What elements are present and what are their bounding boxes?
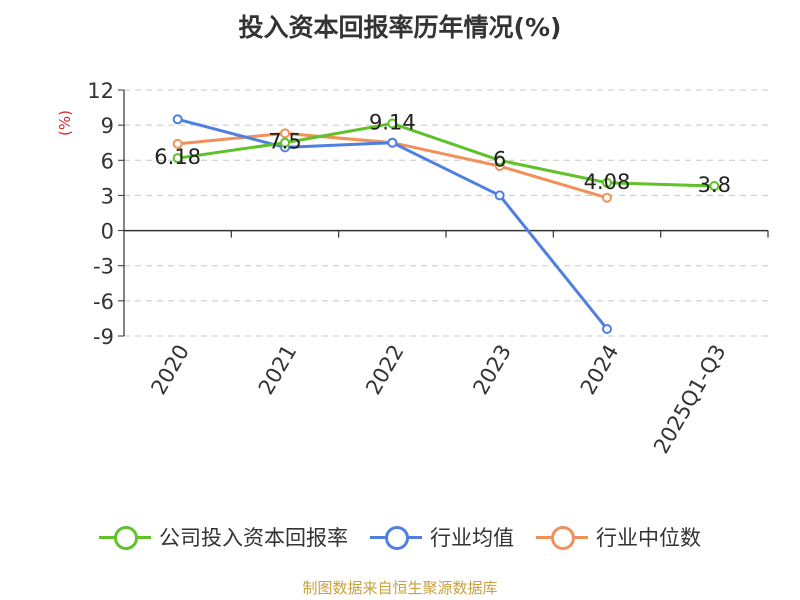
data-point bbox=[280, 128, 290, 139]
y-tick-label: 0 bbox=[101, 220, 114, 244]
line-chart: 12 9 6 3 0 -3 -6 -9 (%) 2020 2021 2022 2023 2024 2025Q… bbox=[56, 79, 769, 458]
legend-label: 公司投入资本回报率 bbox=[159, 526, 348, 550]
data-point bbox=[602, 323, 612, 334]
data-point bbox=[602, 177, 612, 188]
data-label: 6 bbox=[493, 147, 506, 171]
legend-marker-icon bbox=[536, 525, 588, 550]
label-layer: 6.18 7.5 9.14 6 4.08 3.8 bbox=[154, 111, 731, 198]
data-point bbox=[387, 118, 398, 129]
x-tick-label: 2024 bbox=[576, 341, 624, 399]
x-tick-label: 2020 bbox=[146, 341, 194, 399]
y-tick-label: -6 bbox=[93, 290, 114, 314]
legend: 公司投入资本回报率 行业均值 行业中位数 bbox=[0, 520, 800, 554]
y-tick-label: 9 bbox=[101, 114, 114, 138]
x-tick-label: 2023 bbox=[468, 340, 516, 398]
data-point bbox=[494, 190, 505, 201]
y-tick-label: 3 bbox=[101, 184, 114, 208]
data-point bbox=[172, 153, 183, 164]
data-point bbox=[387, 137, 398, 148]
y-tick-label: -3 bbox=[93, 255, 114, 279]
legend-item[interactable]: 公司投入资本回报率 bbox=[99, 522, 348, 552]
y-tick-label: 6 bbox=[101, 149, 114, 173]
legend-label: 行业均值 bbox=[430, 526, 514, 550]
data-point bbox=[494, 155, 505, 166]
data-label: 7.5 bbox=[268, 130, 301, 154]
data-point bbox=[709, 181, 720, 192]
series-layer bbox=[172, 114, 720, 334]
data-label: 9.14 bbox=[369, 111, 416, 135]
data-label: 4.08 bbox=[584, 170, 631, 194]
legend-item[interactable]: 行业均值 bbox=[370, 522, 514, 552]
data-label: 6.18 bbox=[154, 145, 201, 169]
axis-layer: 12 9 6 3 0 -3 -6 -9 (%) 2020 2021 2022 2023 2024 2025Q… bbox=[56, 79, 769, 458]
x-tick-label: 2021 bbox=[254, 341, 302, 399]
y-tick-label: 12 bbox=[87, 79, 114, 103]
legend-marker-icon bbox=[370, 525, 422, 550]
chart-title: 投入资本回报率历年情况(%) bbox=[238, 13, 562, 42]
data-point bbox=[172, 114, 183, 125]
data-point bbox=[280, 137, 290, 148]
series-line bbox=[177, 122, 715, 188]
legend-label: 行业中位数 bbox=[596, 526, 701, 550]
data-point bbox=[172, 138, 183, 149]
data-point bbox=[602, 192, 612, 203]
y-tick-label: -9 bbox=[93, 325, 114, 349]
grid-layer bbox=[124, 89, 768, 337]
x-tick-label: 2022 bbox=[361, 341, 409, 399]
y-axis-label: (%) bbox=[56, 110, 74, 136]
x-tick-label: 2025Q1-Q3 bbox=[649, 341, 731, 458]
data-label: 3.8 bbox=[698, 173, 731, 197]
source-note: 制图数据来自恒生聚源数据库 bbox=[302, 579, 498, 597]
legend-item[interactable]: 行业中位数 bbox=[536, 522, 701, 552]
legend-marker-icon bbox=[99, 525, 151, 550]
series-line bbox=[177, 117, 609, 330]
